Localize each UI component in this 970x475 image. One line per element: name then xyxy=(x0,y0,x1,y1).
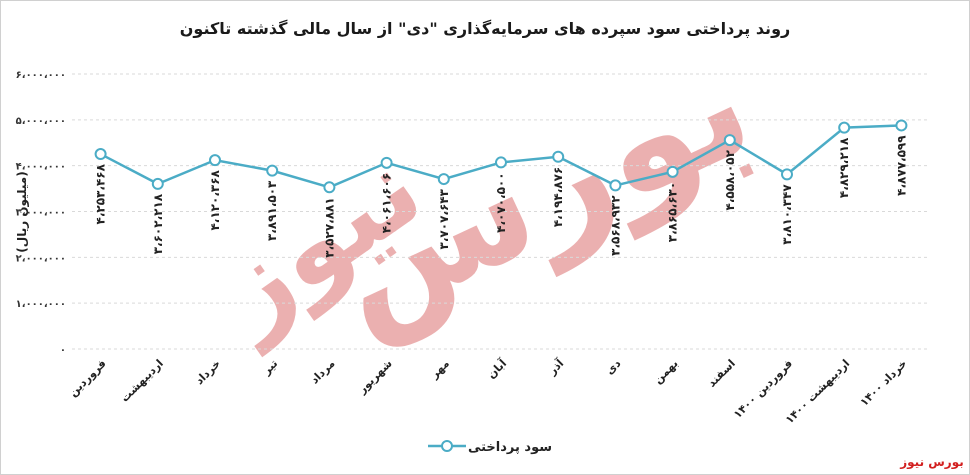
x-tick-label: آبان xyxy=(484,356,509,381)
data-point xyxy=(609,179,622,192)
data-label: ۴،۱۹۴،۸۷۶ xyxy=(551,167,565,227)
x-tick-label: خرداد xyxy=(193,357,223,387)
data-labels: ۴،۲۵۳،۴۶۸ ۳،۶۰۲،۲۱۸ ۴،۱۲۰،۳۶۸ ۳،۸۹۱،۵۰۳ ۳،۵۲… xyxy=(94,135,909,258)
data-label: ۳،۷۰۷،۶۴۳ xyxy=(437,188,451,249)
data-label: ۴،۸۲۹،۲۱۸ xyxy=(837,137,851,198)
data-point xyxy=(723,134,736,147)
legend-marker xyxy=(441,440,453,452)
data-point xyxy=(838,121,851,134)
x-tick-label: فروردین xyxy=(66,357,108,399)
series-sood-pardakhti xyxy=(94,119,908,194)
data-point xyxy=(437,173,450,186)
y-tick-label: ۵،۰۰۰،۰۰۰ xyxy=(16,116,66,127)
data-point xyxy=(895,119,908,132)
y-tick-label: ۲،۰۰۰،۰۰۰ xyxy=(16,253,66,264)
x-axis-ticks: فروردین اردیبهشت خرداد تیر مرداد شهریور مهر آبا… xyxy=(66,356,909,426)
y-axis-ticks: ۰ ۱،۰۰۰،۰۰۰ ۲،۰۰۰،۰۰۰ ۳،۰۰۰،۰۰۰ ۴،۰۰۰،۰۰۰ ۵،۰… xyxy=(16,70,66,356)
data-point xyxy=(552,150,565,163)
x-tick-label: تیر xyxy=(259,357,280,378)
x-tick-label: مرداد xyxy=(308,357,337,386)
data-label: ۳،۵۶۸،۹۳۲ xyxy=(608,195,622,256)
data-point xyxy=(666,165,679,178)
y-tick-label: ۱،۰۰۰،۰۰۰ xyxy=(16,299,66,310)
data-point xyxy=(781,168,793,181)
x-tick-label: اردیبهشت xyxy=(118,357,166,405)
data-label: ۳،۶۰۲،۲۱۸ xyxy=(151,193,165,254)
data-point xyxy=(380,156,393,169)
data-point xyxy=(209,154,221,167)
data-label: ۴،۲۵۳،۴۶۸ xyxy=(94,163,108,224)
data-point xyxy=(495,156,507,169)
data-point xyxy=(323,181,336,194)
y-tick-label: ۳،۰۰۰،۰۰۰ xyxy=(16,208,66,219)
data-label: ۳،۸۶۵،۶۳۰ xyxy=(666,182,680,242)
data-label: ۳،۸۱۰،۳۴۷ xyxy=(780,184,794,245)
y-tick-label: ۶،۰۰۰،۰۰۰ xyxy=(16,70,66,81)
y-tick-label: ۰ xyxy=(60,345,66,356)
y-tick-label: ۴،۰۰۰،۰۰۰ xyxy=(16,162,66,173)
data-label: ۴،۱۲۰،۳۶۸ xyxy=(208,169,222,230)
x-tick-label: اسفند xyxy=(705,357,738,390)
chart-title: روند پرداختی سود سپرده های سرمایه‌گذاری … xyxy=(180,19,790,39)
x-tick-label: خرداد ۱۴۰۰ xyxy=(858,357,910,409)
data-point xyxy=(151,177,164,190)
x-tick-label: مهر xyxy=(427,357,452,382)
data-label: ۴،۵۵۸،۰۵۲ xyxy=(723,149,737,210)
data-point xyxy=(94,148,107,161)
legend-label: سود پرداختی xyxy=(468,440,552,455)
data-point xyxy=(266,164,279,177)
x-tick-label: دی xyxy=(603,357,624,378)
data-label: ۴،۸۷۷،۵۹۹ xyxy=(894,135,908,196)
x-tick-label: شهریور xyxy=(355,357,395,397)
y-axis-label: (میلیون ریال) xyxy=(15,171,30,252)
brand-label: بورس نیوز xyxy=(899,455,964,470)
x-tick-label: آذر xyxy=(545,356,567,378)
x-tick-label: فروردین ۱۴۰۰ xyxy=(731,357,795,421)
legend: سود پرداختی xyxy=(428,440,552,455)
data-label: ۳،۵۲۷،۸۸۱ xyxy=(322,197,336,257)
x-tick-label: بهمن xyxy=(651,357,680,386)
data-label: ۴،۰۶۱،۶۰۶ xyxy=(380,173,394,233)
data-label: ۴،۰۷۰،۵۰۰ xyxy=(494,172,508,232)
data-label: ۳،۸۹۱،۵۰۳ xyxy=(265,180,279,241)
